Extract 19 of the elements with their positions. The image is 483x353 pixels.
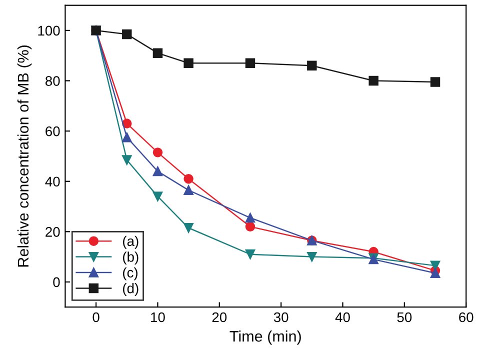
y-tick-label: 60 (46, 126, 60, 136)
x-axis-title: Time (min) (230, 330, 301, 345)
legend-label: (d) (123, 283, 138, 296)
x-tick-label: 30 (274, 312, 288, 322)
legend-label: (a) (123, 236, 138, 249)
y-tick-label: 0 (53, 277, 60, 288)
y-tick-label: 100 (38, 26, 60, 36)
y-tick-label: 40 (45, 176, 60, 187)
x-tick-label: 40 (335, 312, 350, 322)
x-tick-label: 0 (92, 312, 100, 322)
x-tick-label: 50 (397, 312, 412, 322)
x-tick-label: 10 (151, 312, 165, 322)
y-tick-label: 80 (46, 76, 60, 86)
x-tick-label: 60 (459, 312, 474, 322)
legend-label: (b) (123, 252, 138, 265)
legend-label: (c) (123, 267, 138, 280)
y-axis-title: Relative concentration of MB (%) (17, 45, 32, 267)
y-tick-label: 20 (46, 226, 60, 237)
x-tick-label: 20 (212, 312, 227, 322)
